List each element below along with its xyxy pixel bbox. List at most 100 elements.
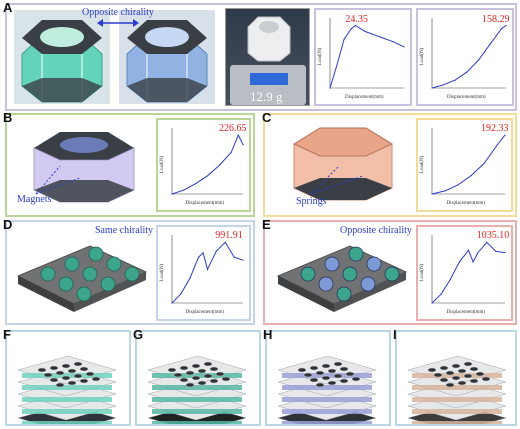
- stack-ring: [73, 373, 83, 379]
- curve-point: [218, 164, 220, 167]
- curve-point: [500, 28, 502, 30]
- stack-ring: [61, 363, 71, 369]
- printed-cell-icon: [247, 16, 291, 62]
- curve-point: [206, 175, 209, 177]
- stack-ring: [203, 361, 213, 367]
- curve-point: [466, 71, 468, 73]
- curve-point: [224, 241, 226, 243]
- load-displacement-curve: [431, 241, 506, 304]
- opposite-chirality-lattice: [276, 245, 408, 312]
- stack-ring: [315, 370, 325, 376]
- stack-ring: [173, 372, 183, 378]
- stack-f: [17, 355, 117, 424]
- stack-cell-band: [412, 409, 502, 414]
- stack-ring: [79, 366, 89, 372]
- stack-ring: [179, 365, 189, 371]
- curve-point: [449, 278, 451, 281]
- opposite-chirality-label-a: Opposite chirality: [82, 7, 154, 18]
- stack-cell-band: [282, 409, 372, 414]
- stack-i: [407, 355, 507, 424]
- stack-ring: [167, 367, 177, 373]
- stack-ring: [457, 368, 467, 374]
- load-displacement-curve: [329, 24, 405, 89]
- stack-cell-band: [412, 397, 502, 402]
- plot-axes: [329, 18, 404, 89]
- x-axis-label: Displacement(mm): [446, 201, 486, 206]
- plot-svg: [171, 235, 244, 304]
- plot-b: 226.65 Displacement(mm) Load(N): [156, 118, 251, 212]
- plot-svg: [431, 128, 506, 195]
- curve-point: [403, 46, 405, 48]
- curve-point: [472, 261, 474, 263]
- same-chirality-label: Same chirality: [95, 225, 154, 236]
- stack-ring: [67, 380, 77, 386]
- spring-hexagon-cell: [292, 127, 394, 201]
- mass-readout: 12.9 g: [250, 89, 283, 104]
- x-axis-label: Displacement(mm): [185, 201, 225, 206]
- stack-cell-band: [412, 421, 502, 424]
- stack-ring: [427, 367, 437, 373]
- curve-point: [171, 302, 173, 304]
- stack-cell-band: [282, 385, 372, 390]
- scale-body: [230, 65, 306, 105]
- curve-point: [431, 193, 433, 195]
- magnets-label: Magnets: [17, 194, 52, 205]
- stack-g: [147, 355, 247, 424]
- stack-ring: [463, 361, 473, 367]
- peak-load-label: 1035.10: [476, 230, 510, 242]
- panel-label-g: G: [133, 327, 144, 342]
- curve-point: [230, 151, 232, 154]
- same-chirality-lattice: [16, 245, 148, 312]
- stack-ring: [49, 365, 59, 371]
- panel-label-a: A: [3, 0, 13, 15]
- stack-ring: [339, 366, 349, 372]
- panel-label-c: C: [262, 110, 272, 125]
- stack-ring: [61, 375, 71, 381]
- curve-point: [354, 24, 356, 27]
- stack-ring: [185, 382, 195, 388]
- plot-svg: [431, 235, 506, 304]
- stack-ring: [67, 368, 77, 374]
- stack-ring: [43, 372, 53, 378]
- curve-point: [343, 38, 345, 40]
- springs-pointer-arrows: [310, 165, 364, 195]
- x-axis-label: Displacement(mm): [447, 95, 486, 100]
- peak-load-label: 226.65: [219, 123, 247, 135]
- stack-ring: [333, 373, 343, 379]
- curve-point: [392, 41, 395, 43]
- teal-hexagon-cell: [14, 10, 110, 104]
- curve-point: [431, 87, 433, 89]
- peak-load-label: 24.35: [345, 13, 368, 25]
- plot-d: 991.91 Displacement(mm) Load(N): [156, 225, 251, 321]
- curve-point: [467, 249, 470, 251]
- plot-a1: 24.35 Displacement(mm) Load(N): [314, 8, 412, 106]
- curve-point: [364, 30, 366, 33]
- curve-point: [504, 134, 506, 136]
- stack-cell-band: [22, 397, 112, 402]
- curve-point: [470, 175, 472, 177]
- stack-ring: [179, 377, 189, 383]
- curve-point: [431, 302, 433, 304]
- panel-label-i: I: [393, 327, 397, 342]
- curve-point: [454, 79, 456, 81]
- curve-point: [242, 259, 244, 261]
- curve-point: [489, 43, 491, 46]
- curve-point: [189, 277, 191, 280]
- load-displacement-curve: [171, 241, 244, 304]
- stack-ring: [37, 367, 47, 373]
- peak-load-label: 192.33: [481, 123, 509, 135]
- stack-ring: [209, 378, 219, 384]
- y-axis-label: Load(N): [420, 263, 425, 281]
- plot-svg: [329, 18, 405, 89]
- y-axis-label: Load(N): [160, 263, 165, 281]
- scale-display: [250, 73, 288, 85]
- springs-label: Springs: [296, 196, 327, 207]
- plot-svg: [431, 18, 507, 89]
- stack-ring: [345, 371, 355, 377]
- curve-point: [444, 190, 446, 192]
- stack-ring: [221, 376, 231, 382]
- curve-point: [198, 256, 200, 258]
- stack-ring: [445, 370, 455, 376]
- curve-point: [180, 293, 182, 295]
- stack-ring: [439, 377, 449, 383]
